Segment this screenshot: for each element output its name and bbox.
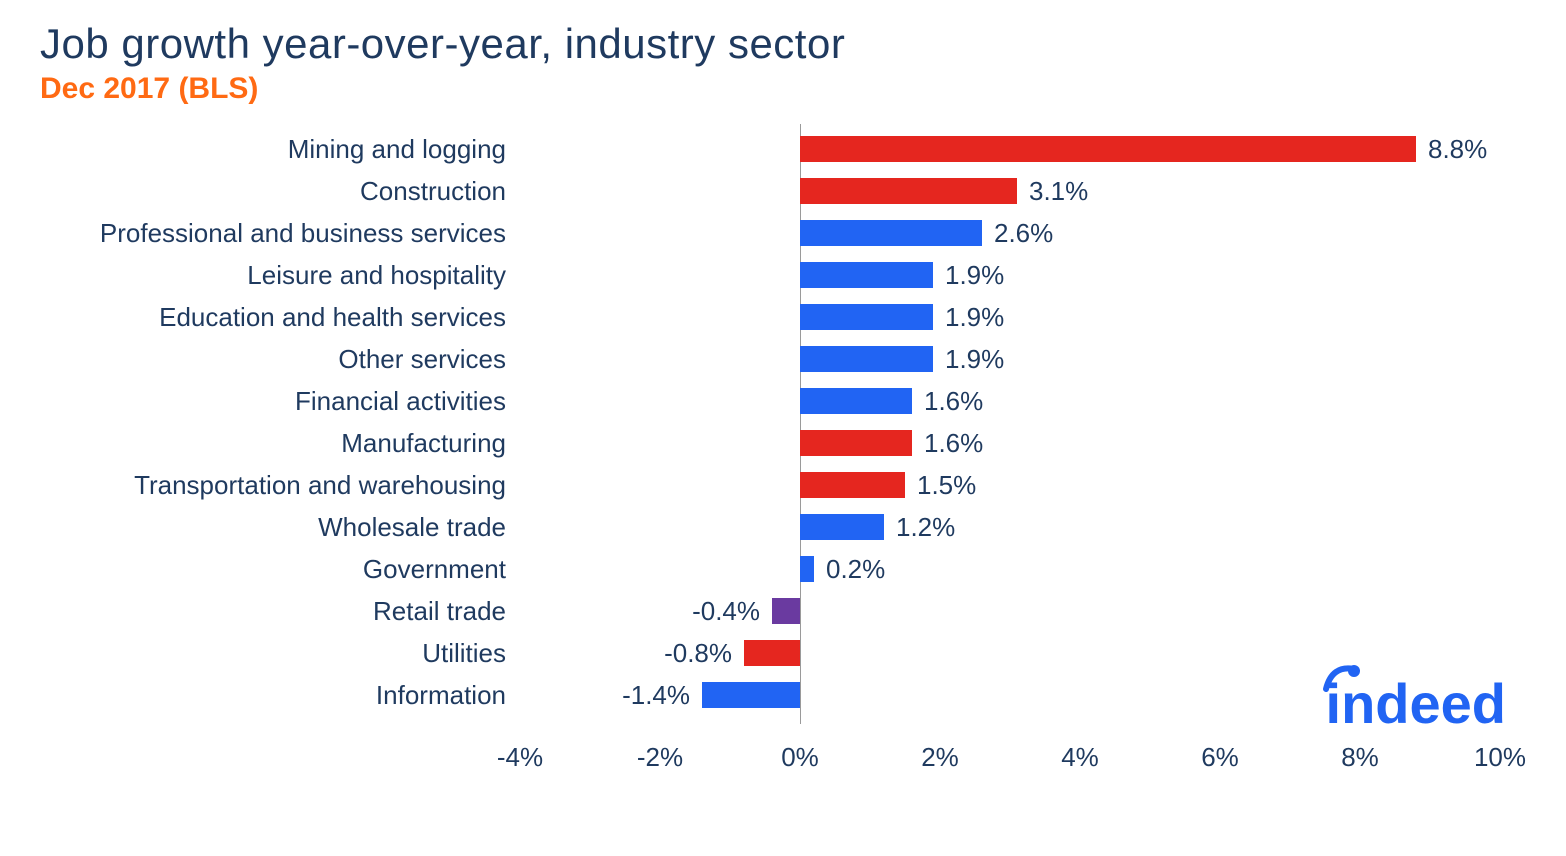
bar [800, 178, 1017, 204]
value-label: -1.4% [622, 674, 690, 716]
category-label: Professional and business services [40, 212, 520, 254]
bar [800, 346, 933, 372]
category-label: Wholesale trade [40, 506, 520, 548]
x-tick-label: 0% [781, 742, 819, 773]
bar [800, 430, 912, 456]
x-tick-label: 4% [1061, 742, 1099, 773]
category-label: Mining and logging [40, 128, 520, 170]
category-label: Leisure and hospitality [40, 254, 520, 296]
x-tick-label: 2% [921, 742, 959, 773]
chart-area: 8.8%3.1%2.6%1.9%1.9%1.9%1.6%1.6%1.5%1.2%… [40, 124, 1526, 824]
x-tick-label: -2% [637, 742, 683, 773]
category-label: Transportation and warehousing [40, 464, 520, 506]
value-label: 1.6% [924, 422, 983, 464]
x-tick-label: 8% [1341, 742, 1379, 773]
bar [800, 472, 905, 498]
value-label: 1.6% [924, 380, 983, 422]
bar [744, 640, 800, 666]
value-label: 1.9% [945, 338, 1004, 380]
bar [772, 598, 800, 624]
zero-axis-line [800, 124, 801, 724]
logo-arc-icon [1320, 659, 1360, 699]
bar [800, 304, 933, 330]
value-label: 1.5% [917, 464, 976, 506]
category-label: Retail trade [40, 590, 520, 632]
category-label: Financial activities [40, 380, 520, 422]
bar [800, 556, 814, 582]
value-label: 1.9% [945, 296, 1004, 338]
category-label: Education and health services [40, 296, 520, 338]
bar [800, 136, 1416, 162]
category-label: Information [40, 674, 520, 716]
value-label: 1.9% [945, 254, 1004, 296]
x-tick-label: 10% [1474, 742, 1526, 773]
category-label: Utilities [40, 632, 520, 674]
category-label: Construction [40, 170, 520, 212]
value-label: 3.1% [1029, 170, 1088, 212]
value-label: 1.2% [896, 506, 955, 548]
value-label: 0.2% [826, 548, 885, 590]
category-label: Other services [40, 338, 520, 380]
category-label: Government [40, 548, 520, 590]
bar [800, 220, 982, 246]
value-label: 2.6% [994, 212, 1053, 254]
chart-subtitle: Dec 2017 (BLS) [40, 72, 1526, 106]
bar [702, 682, 800, 708]
value-label: -0.8% [664, 632, 732, 674]
bar [800, 514, 884, 540]
bar [800, 388, 912, 414]
bar [800, 262, 933, 288]
chart-title: Job growth year-over-year, industry sect… [40, 20, 1526, 68]
x-tick-label: -4% [497, 742, 543, 773]
value-label: -0.4% [692, 590, 760, 632]
category-label: Manufacturing [40, 422, 520, 464]
value-label: 8.8% [1428, 128, 1487, 170]
indeed-logo: indeed [1326, 671, 1506, 736]
x-tick-label: 6% [1201, 742, 1239, 773]
